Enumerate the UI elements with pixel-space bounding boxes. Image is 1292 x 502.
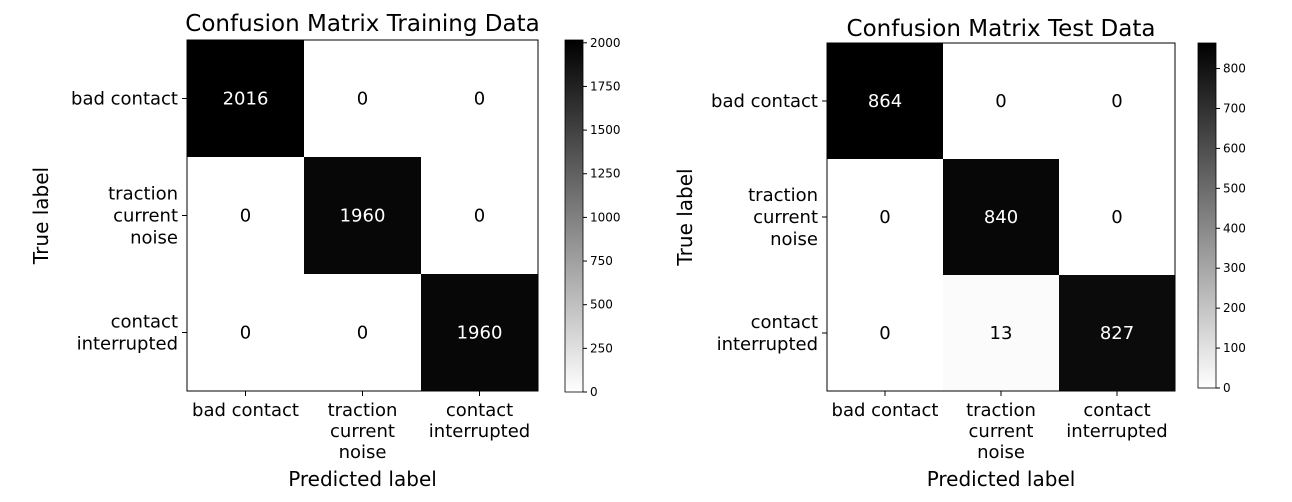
x-tick-label: interrupted xyxy=(429,421,530,442)
cell-value-0-1: 0 xyxy=(995,91,1006,112)
matrix-cell-0-2 xyxy=(1059,43,1175,159)
cell-value-0-1: 0 xyxy=(357,89,368,110)
x-axis-title: Predicted label xyxy=(927,467,1076,491)
y-tick-label: noise xyxy=(770,229,818,250)
y-axis-title: True label xyxy=(29,167,53,265)
y-tick-label: contact xyxy=(111,312,178,333)
x-tick-label: traction xyxy=(328,400,398,421)
matrix-cell-0-1 xyxy=(304,40,421,157)
matrix-cell-1-1 xyxy=(943,159,1059,275)
y-tick-label: interrupted xyxy=(717,334,818,355)
y-axis-title: True label xyxy=(673,168,697,266)
colorbar xyxy=(564,39,584,393)
colorbar-tick-label: 1250 xyxy=(590,167,621,181)
colorbar-tick-label: 1000 xyxy=(590,210,621,224)
matrix-cell-2-1 xyxy=(943,275,1059,391)
cell-value-2-2: 827 xyxy=(1100,323,1134,344)
colorbar-tick-label: 500 xyxy=(590,298,613,312)
matrix-cell-2-2 xyxy=(1059,275,1175,391)
y-tick-label: traction xyxy=(108,184,178,205)
x-tick-label: contact xyxy=(446,400,513,421)
colorbar-tick-label: 1500 xyxy=(590,123,621,137)
y-tick-label: bad contact xyxy=(71,89,178,110)
x-tick-label: current xyxy=(969,421,1034,442)
matrix-cell-0-0 xyxy=(827,43,943,159)
x-tick-label: contact xyxy=(1083,400,1150,421)
y-tick-label: traction xyxy=(748,185,818,206)
matrix-cell-2-1 xyxy=(304,274,421,391)
x-tick-label: traction xyxy=(966,400,1036,421)
y-tick-label: contact xyxy=(751,312,818,333)
matrix-cell-1-0 xyxy=(827,159,943,275)
cell-value-0-0: 864 xyxy=(868,91,902,112)
cell-value-1-0: 0 xyxy=(240,206,251,227)
matrix-cell-0-0 xyxy=(187,40,304,157)
colorbar-tick-label: 500 xyxy=(1223,181,1246,195)
colorbar-tick-label: 400 xyxy=(1223,221,1246,235)
matrix-cell-1-1 xyxy=(304,157,421,274)
colorbar-tick-label: 200 xyxy=(1223,301,1246,315)
y-tick-label: interrupted xyxy=(77,334,178,355)
colorbar-tick-label: 100 xyxy=(1223,341,1246,355)
confusion-matrix-test: Confusion Matrix Test Data 864 0 0 0 840 0 0 13 8… xyxy=(673,16,1246,491)
colorbar-tick-label: 750 xyxy=(590,254,613,268)
cell-value-2-0: 0 xyxy=(879,323,890,344)
y-tick-label: noise xyxy=(130,228,178,249)
cell-value-0-0: 2016 xyxy=(223,89,269,110)
matrix-cell-1-2 xyxy=(1059,159,1175,275)
cell-value-2-1: 0 xyxy=(357,323,368,344)
y-tick-label: current xyxy=(113,206,178,227)
matrix-cell-0-1 xyxy=(943,43,1059,159)
confusion-matrix-training: Confusion Matrix Training Data 2016 0 0 0 196… xyxy=(29,11,621,491)
colorbar xyxy=(1197,42,1217,389)
x-tick-label: bad contact xyxy=(192,400,299,421)
cell-value-1-1: 840 xyxy=(984,207,1018,228)
colorbar-tick-label: 0 xyxy=(590,385,598,399)
colorbar-tick-label: 800 xyxy=(1223,62,1246,76)
matrix-cell-2-0 xyxy=(827,275,943,391)
x-tick-label: interrupted xyxy=(1066,421,1167,442)
x-tick-label: bad contact xyxy=(832,400,939,421)
colorbar-tick-label: 250 xyxy=(590,341,613,355)
matrix-cell-1-2 xyxy=(421,157,538,274)
cell-value-1-0: 0 xyxy=(879,207,890,228)
cell-value-1-2: 0 xyxy=(1111,207,1122,228)
y-tick-label: bad contact xyxy=(711,91,818,112)
cell-value-2-0: 0 xyxy=(240,323,251,344)
y-tick-label: current xyxy=(753,207,818,228)
cell-value-1-2: 0 xyxy=(474,206,485,227)
matrix-cell-2-2 xyxy=(421,274,538,391)
x-tick-label: current xyxy=(330,421,395,442)
colorbar-tick-label: 2000 xyxy=(590,36,621,50)
colorbar-tick-label: 1750 xyxy=(590,79,621,93)
cell-value-0-2: 0 xyxy=(474,89,485,110)
cell-value-2-2: 1960 xyxy=(457,323,503,344)
colorbar-tick-label: 0 xyxy=(1223,381,1231,395)
cell-value-0-2: 0 xyxy=(1111,91,1122,112)
x-tick-label: noise xyxy=(339,442,387,463)
chart-title: Confusion Matrix Training Data xyxy=(185,11,539,37)
chart-title: Confusion Matrix Test Data xyxy=(847,16,1156,42)
colorbar-tick-label: 700 xyxy=(1223,101,1246,115)
matrix-cell-2-0 xyxy=(187,274,304,391)
matrix-cell-0-2 xyxy=(421,40,538,157)
x-tick-label: noise xyxy=(977,442,1025,463)
matrix-cell-1-0 xyxy=(187,157,304,274)
x-axis-title: Predicted label xyxy=(288,467,437,491)
cell-value-1-1: 1960 xyxy=(340,206,386,227)
colorbar-tick-label: 300 xyxy=(1223,261,1246,275)
colorbar-tick-label: 600 xyxy=(1223,141,1246,155)
cell-value-2-1: 13 xyxy=(990,323,1013,344)
